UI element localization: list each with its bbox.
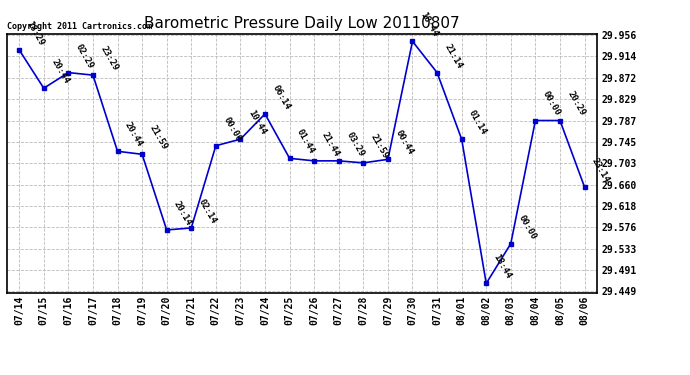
Text: 18:29: 18:29 <box>25 20 46 47</box>
Text: 18:44: 18:44 <box>492 253 513 280</box>
Text: 01:14: 01:14 <box>467 109 489 136</box>
Text: 03:29: 03:29 <box>344 130 366 158</box>
Text: 23:29: 23:29 <box>99 45 120 72</box>
Text: 01:44: 01:44 <box>295 128 317 156</box>
Text: 02:29: 02:29 <box>74 42 95 70</box>
Text: Copyright 2011 Cartronics.com: Copyright 2011 Cartronics.com <box>7 22 152 31</box>
Text: 02:14: 02:14 <box>197 197 218 225</box>
Text: 20:44: 20:44 <box>123 121 144 148</box>
Text: 18:44: 18:44 <box>418 11 440 39</box>
Text: 20:29: 20:29 <box>566 90 586 118</box>
Text: 21:14: 21:14 <box>442 42 464 70</box>
Text: 00:00: 00:00 <box>516 213 538 241</box>
Text: 21:44: 21:44 <box>319 130 341 158</box>
Text: 23:14: 23:14 <box>590 156 611 184</box>
Text: 00:00: 00:00 <box>541 90 562 118</box>
Text: 21:59: 21:59 <box>148 124 169 152</box>
Text: 00:00: 00:00 <box>221 115 243 143</box>
Title: Barometric Pressure Daily Low 20110807: Barometric Pressure Daily Low 20110807 <box>144 16 460 31</box>
Text: 21:59: 21:59 <box>369 132 390 160</box>
Text: 20:14: 20:14 <box>172 200 193 227</box>
Text: 10:44: 10:44 <box>246 109 267 136</box>
Text: 20:44: 20:44 <box>49 58 70 86</box>
Text: 06:14: 06:14 <box>270 83 292 111</box>
Text: 00:44: 00:44 <box>393 129 415 157</box>
